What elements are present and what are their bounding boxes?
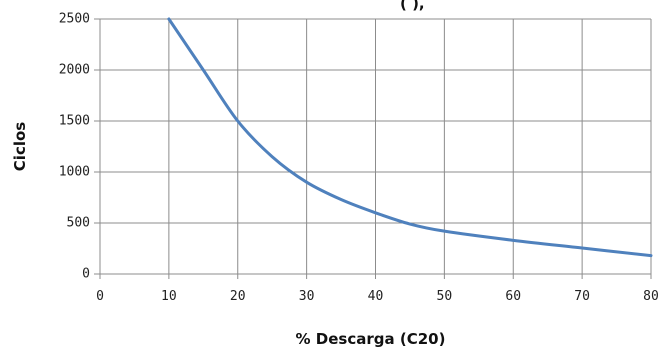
y-tick-label-0: 0	[82, 267, 90, 282]
y-tick-label-2: 1000	[59, 165, 90, 180]
x-tick-label-2: 20	[230, 289, 246, 304]
x-tick-label-6: 60	[505, 289, 521, 304]
chart-title-fragment: ( ),	[400, 0, 425, 13]
y-axis-ticks: 0 500 1000 1500 2000 2500	[59, 12, 100, 282]
y-tick-label-1: 500	[67, 216, 90, 231]
series-line-0	[169, 19, 651, 256]
series-layer	[169, 19, 651, 256]
x-axis-title: % Descarga (C20)	[296, 330, 446, 348]
x-tick-label-0: 0	[96, 289, 104, 304]
x-tick-label-4: 40	[368, 289, 384, 304]
y-tick-label-5: 2500	[59, 12, 90, 27]
x-tick-label-3: 30	[299, 289, 315, 304]
y-tick-label-3: 1500	[59, 114, 90, 129]
y-tick-label-4: 2000	[59, 63, 90, 78]
x-tick-label-7: 70	[574, 289, 590, 304]
y-axis-title: Ciclos	[11, 122, 29, 171]
grid-lines	[100, 19, 651, 274]
x-axis-ticks: 0 10 20 30 40 50 60 70 80	[96, 274, 659, 304]
x-tick-label-1: 10	[161, 289, 177, 304]
x-tick-label-5: 50	[437, 289, 453, 304]
x-tick-label-8: 80	[643, 289, 659, 304]
chart-title-text: ( ),	[400, 0, 425, 13]
